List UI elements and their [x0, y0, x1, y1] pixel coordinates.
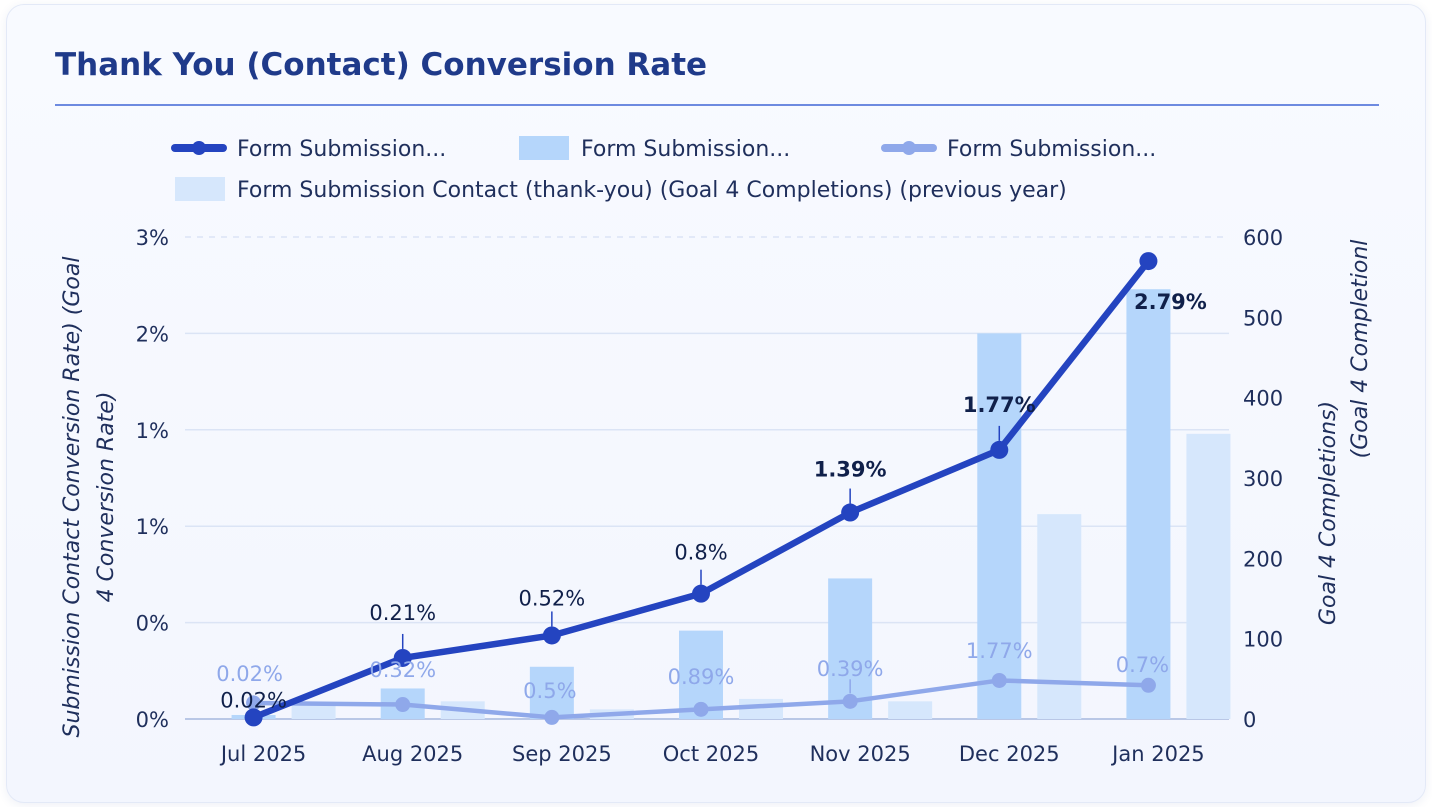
y-right-axis-title-line1: (Goal 4 Completionl: [1348, 240, 1373, 459]
data-label-previous: 0.5%: [523, 679, 576, 703]
bar-previous: [888, 701, 933, 719]
series-previous-point: [991, 672, 1007, 688]
lines: [244, 252, 1158, 727]
chart-card: Thank You (Contact) Conversion Rate Form…: [6, 4, 1426, 803]
data-label-current: 1.39%: [814, 458, 887, 482]
legend-entry-label: Form Submission...: [237, 137, 446, 162]
y-right-tick-label: 300: [1243, 467, 1283, 491]
y-right-tick-label: 600: [1243, 226, 1283, 250]
series-previous-point: [842, 693, 858, 709]
series-current-point: [990, 440, 1009, 459]
y-right-axis-title-line2: Goal 4 Completions): [1316, 401, 1341, 625]
series-previous-point: [693, 701, 709, 717]
bar-current: [1126, 289, 1171, 719]
y-left-tick-label: 3%: [136, 226, 169, 250]
data-label-current: 2.79%: [1134, 290, 1207, 314]
bar-previous: [1037, 514, 1082, 719]
series-previous-point: [1140, 677, 1156, 693]
y-right-tick-label: 100: [1243, 628, 1283, 652]
series-previous-point: [395, 697, 411, 713]
grid: [185, 236, 1229, 720]
legend-marker-swatch: [902, 141, 916, 155]
legend-entry-label: Form Submission...: [947, 137, 1156, 162]
y-left-tick-label: 1%: [136, 419, 169, 443]
series-current-point: [841, 503, 860, 522]
legend-entry-label: Form Submission Contact (thank-you) (Goa…: [237, 178, 1067, 203]
x-tick-label: Oct 2025: [663, 742, 759, 766]
y-left-axis-title-line2: 4 Conversion Rate): [94, 392, 119, 603]
x-tick-label: Aug 2025: [362, 742, 463, 766]
y-right-tick-label: 0: [1243, 708, 1256, 732]
legend: Form Submission... Form Submission... Form…: [171, 136, 1156, 203]
data-label-current: 0.21%: [369, 601, 436, 625]
data-label-current: 0.8%: [674, 541, 727, 565]
legend-bar-swatch: [519, 136, 569, 160]
series-current-point: [1139, 252, 1158, 271]
legend-entry-label: Form Submission...: [581, 137, 790, 162]
chart-svg: Thank You (Contact) Conversion Rate Form…: [55, 47, 1379, 766]
data-label-previous: 0.7%: [1116, 653, 1169, 677]
axes: 0% 0% 1% 1% 2% 3% 0 100 200 300 400 500 600 Submissio…: [60, 226, 1373, 766]
x-tick-label: Nov 2025: [810, 742, 911, 766]
y-left-tick-label: 2%: [136, 322, 169, 346]
data-label-current: 1.77%: [963, 393, 1036, 417]
bars: [231, 289, 1231, 719]
series-current-point: [542, 626, 561, 645]
data-label-previous: 0.89%: [668, 665, 735, 689]
y-right-tick-label: 200: [1243, 547, 1283, 571]
data-labels: 0.02% 0.21% 0.52% 0.8% 1.39% 1.77% 2.79% 0.02% 0…: [216, 290, 1207, 712]
x-tick-label: Sep 2025: [512, 742, 612, 766]
chart-title: Thank You (Contact) Conversion Rate: [55, 47, 707, 83]
series-previous-point: [246, 695, 262, 711]
data-label-previous: 1.77%: [966, 639, 1033, 663]
series-current-point: [393, 648, 412, 667]
data-label-previous: 0.39%: [817, 657, 884, 681]
data-label-previous: 0.02%: [216, 662, 283, 686]
legend-marker-swatch: [192, 141, 206, 155]
y-left-axis-title-line1: Submission Contact Conversion Rate) (Goa…: [60, 257, 85, 738]
y-right-tick-label: 500: [1243, 306, 1283, 330]
x-tick-label: Dec 2025: [959, 742, 1060, 766]
y-right-tick-label: 400: [1243, 387, 1283, 411]
data-label-current: 0.02%: [220, 688, 287, 712]
bar-current: [977, 333, 1022, 719]
x-tick-label: Jan 2025: [1110, 742, 1205, 766]
y-left-tick-label: 1%: [136, 515, 169, 539]
series-current-point: [692, 584, 710, 603]
y-left-tick-label: 0%: [136, 708, 169, 732]
bar-previous: [1186, 433, 1231, 719]
data-label-current: 0.52%: [518, 586, 585, 610]
legend-bar-swatch: [175, 177, 225, 201]
series-previous-point: [544, 709, 560, 725]
bar-previous: [291, 704, 336, 719]
series-current-point: [244, 708, 263, 727]
y-left-tick-label: 0%: [136, 612, 169, 636]
x-tick-label: Jul 2025: [219, 742, 306, 766]
data-label-previous: 0.32%: [369, 658, 436, 682]
